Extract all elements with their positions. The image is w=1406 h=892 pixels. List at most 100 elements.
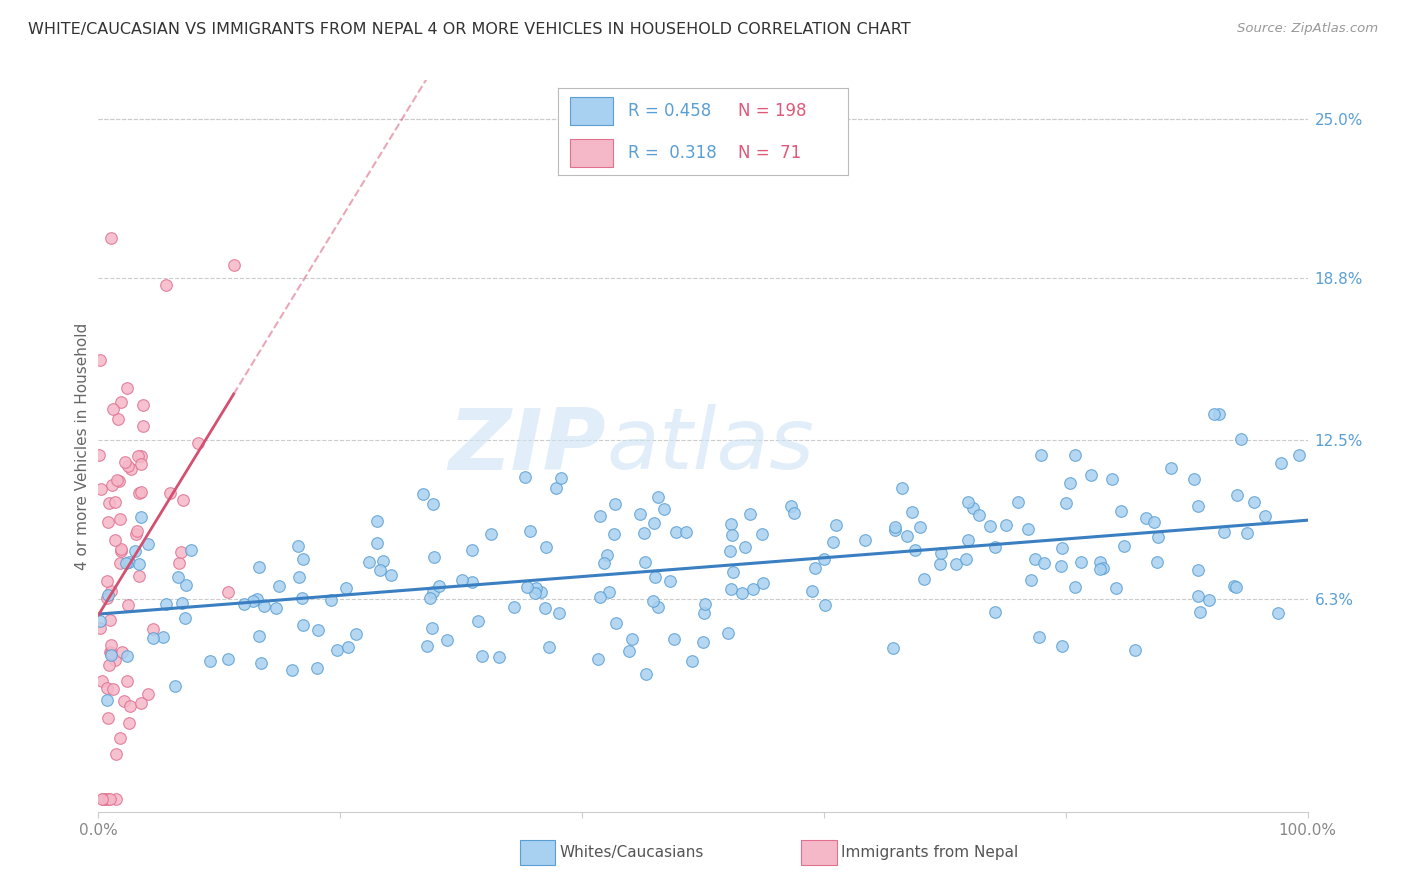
Point xyxy=(169,545,191,559)
Point xyxy=(173,611,195,625)
Point xyxy=(359,554,381,568)
Point xyxy=(420,621,443,635)
Point xyxy=(105,474,128,488)
Point xyxy=(174,578,197,592)
Point xyxy=(100,646,122,660)
Point xyxy=(117,459,139,474)
Point xyxy=(813,551,835,566)
Point xyxy=(91,792,114,806)
Point xyxy=(1064,448,1087,462)
Text: Whites/Caucasians: Whites/Caucasians xyxy=(560,846,704,860)
Point xyxy=(1188,605,1211,619)
Point xyxy=(108,731,131,745)
Point xyxy=(1270,456,1292,470)
Point xyxy=(100,478,122,492)
Point xyxy=(1091,560,1114,574)
Point xyxy=(461,542,484,557)
Point xyxy=(643,516,665,531)
Point xyxy=(1017,522,1039,536)
Point xyxy=(641,594,664,608)
Point xyxy=(108,474,131,488)
Point xyxy=(1059,476,1081,491)
Point xyxy=(142,622,165,636)
Point xyxy=(628,507,651,521)
Point xyxy=(125,526,148,541)
Point xyxy=(644,570,666,584)
Point xyxy=(321,592,343,607)
Point xyxy=(589,508,612,523)
Point xyxy=(603,527,626,541)
Point xyxy=(287,539,309,553)
Point xyxy=(104,653,127,667)
Point xyxy=(718,543,741,558)
Point xyxy=(129,484,152,499)
Point xyxy=(896,529,918,543)
Point xyxy=(131,509,153,524)
Point xyxy=(371,554,394,568)
Point xyxy=(346,627,368,641)
Point xyxy=(100,231,122,245)
Point xyxy=(336,640,359,654)
Point xyxy=(523,585,546,599)
Point xyxy=(681,654,703,668)
Point xyxy=(801,584,824,599)
Point xyxy=(1225,580,1247,594)
Point xyxy=(502,600,524,615)
Point xyxy=(110,512,132,526)
Point xyxy=(1101,472,1123,486)
Point xyxy=(717,625,740,640)
Point xyxy=(89,448,111,462)
Text: WHITE/CAUCASIAN VS IMMIGRANTS FROM NEPAL 4 OR MORE VEHICLES IN HOUSEHOLD CORRELA: WHITE/CAUCASIAN VS IMMIGRANTS FROM NEPAL… xyxy=(28,22,911,37)
Point xyxy=(115,674,138,689)
Y-axis label: 4 or more Vehicles in Household: 4 or more Vehicles in Household xyxy=(75,322,90,570)
Point xyxy=(692,635,714,649)
Point xyxy=(152,630,174,644)
Point xyxy=(120,698,142,713)
Point xyxy=(117,648,139,663)
Point xyxy=(534,601,557,615)
Point xyxy=(658,574,681,588)
Text: atlas: atlas xyxy=(606,404,814,488)
Point xyxy=(129,696,152,710)
Point xyxy=(98,613,121,627)
Point xyxy=(112,694,135,708)
Point xyxy=(544,482,567,496)
Point xyxy=(128,569,150,583)
Point xyxy=(1142,515,1164,529)
Point xyxy=(129,449,152,463)
Text: Immigrants from Nepal: Immigrants from Nepal xyxy=(841,846,1018,860)
Point xyxy=(1024,552,1046,566)
Point xyxy=(855,533,877,547)
Point xyxy=(731,586,754,600)
Point xyxy=(979,518,1001,533)
Point xyxy=(912,572,935,586)
Point xyxy=(515,469,537,483)
Point xyxy=(903,543,925,558)
Point xyxy=(180,543,202,558)
Point xyxy=(326,642,349,657)
Point xyxy=(900,505,922,519)
Point xyxy=(1187,499,1209,513)
Point xyxy=(98,496,121,510)
Point xyxy=(93,792,115,806)
Point xyxy=(461,575,484,590)
Point xyxy=(222,258,245,272)
Point xyxy=(89,621,111,635)
Point xyxy=(96,574,118,588)
Point xyxy=(422,550,444,565)
Point xyxy=(516,580,538,594)
Point xyxy=(891,481,914,495)
Point xyxy=(291,591,314,606)
Point xyxy=(1070,555,1092,569)
Point xyxy=(617,643,640,657)
Point xyxy=(589,590,612,604)
Point xyxy=(368,563,391,577)
Point xyxy=(823,534,845,549)
Point xyxy=(1080,468,1102,483)
Point xyxy=(1147,530,1170,544)
Point xyxy=(136,686,159,700)
Point xyxy=(253,599,276,614)
Point xyxy=(908,519,931,533)
Text: ZIP: ZIP xyxy=(449,404,606,488)
Point xyxy=(738,507,761,521)
